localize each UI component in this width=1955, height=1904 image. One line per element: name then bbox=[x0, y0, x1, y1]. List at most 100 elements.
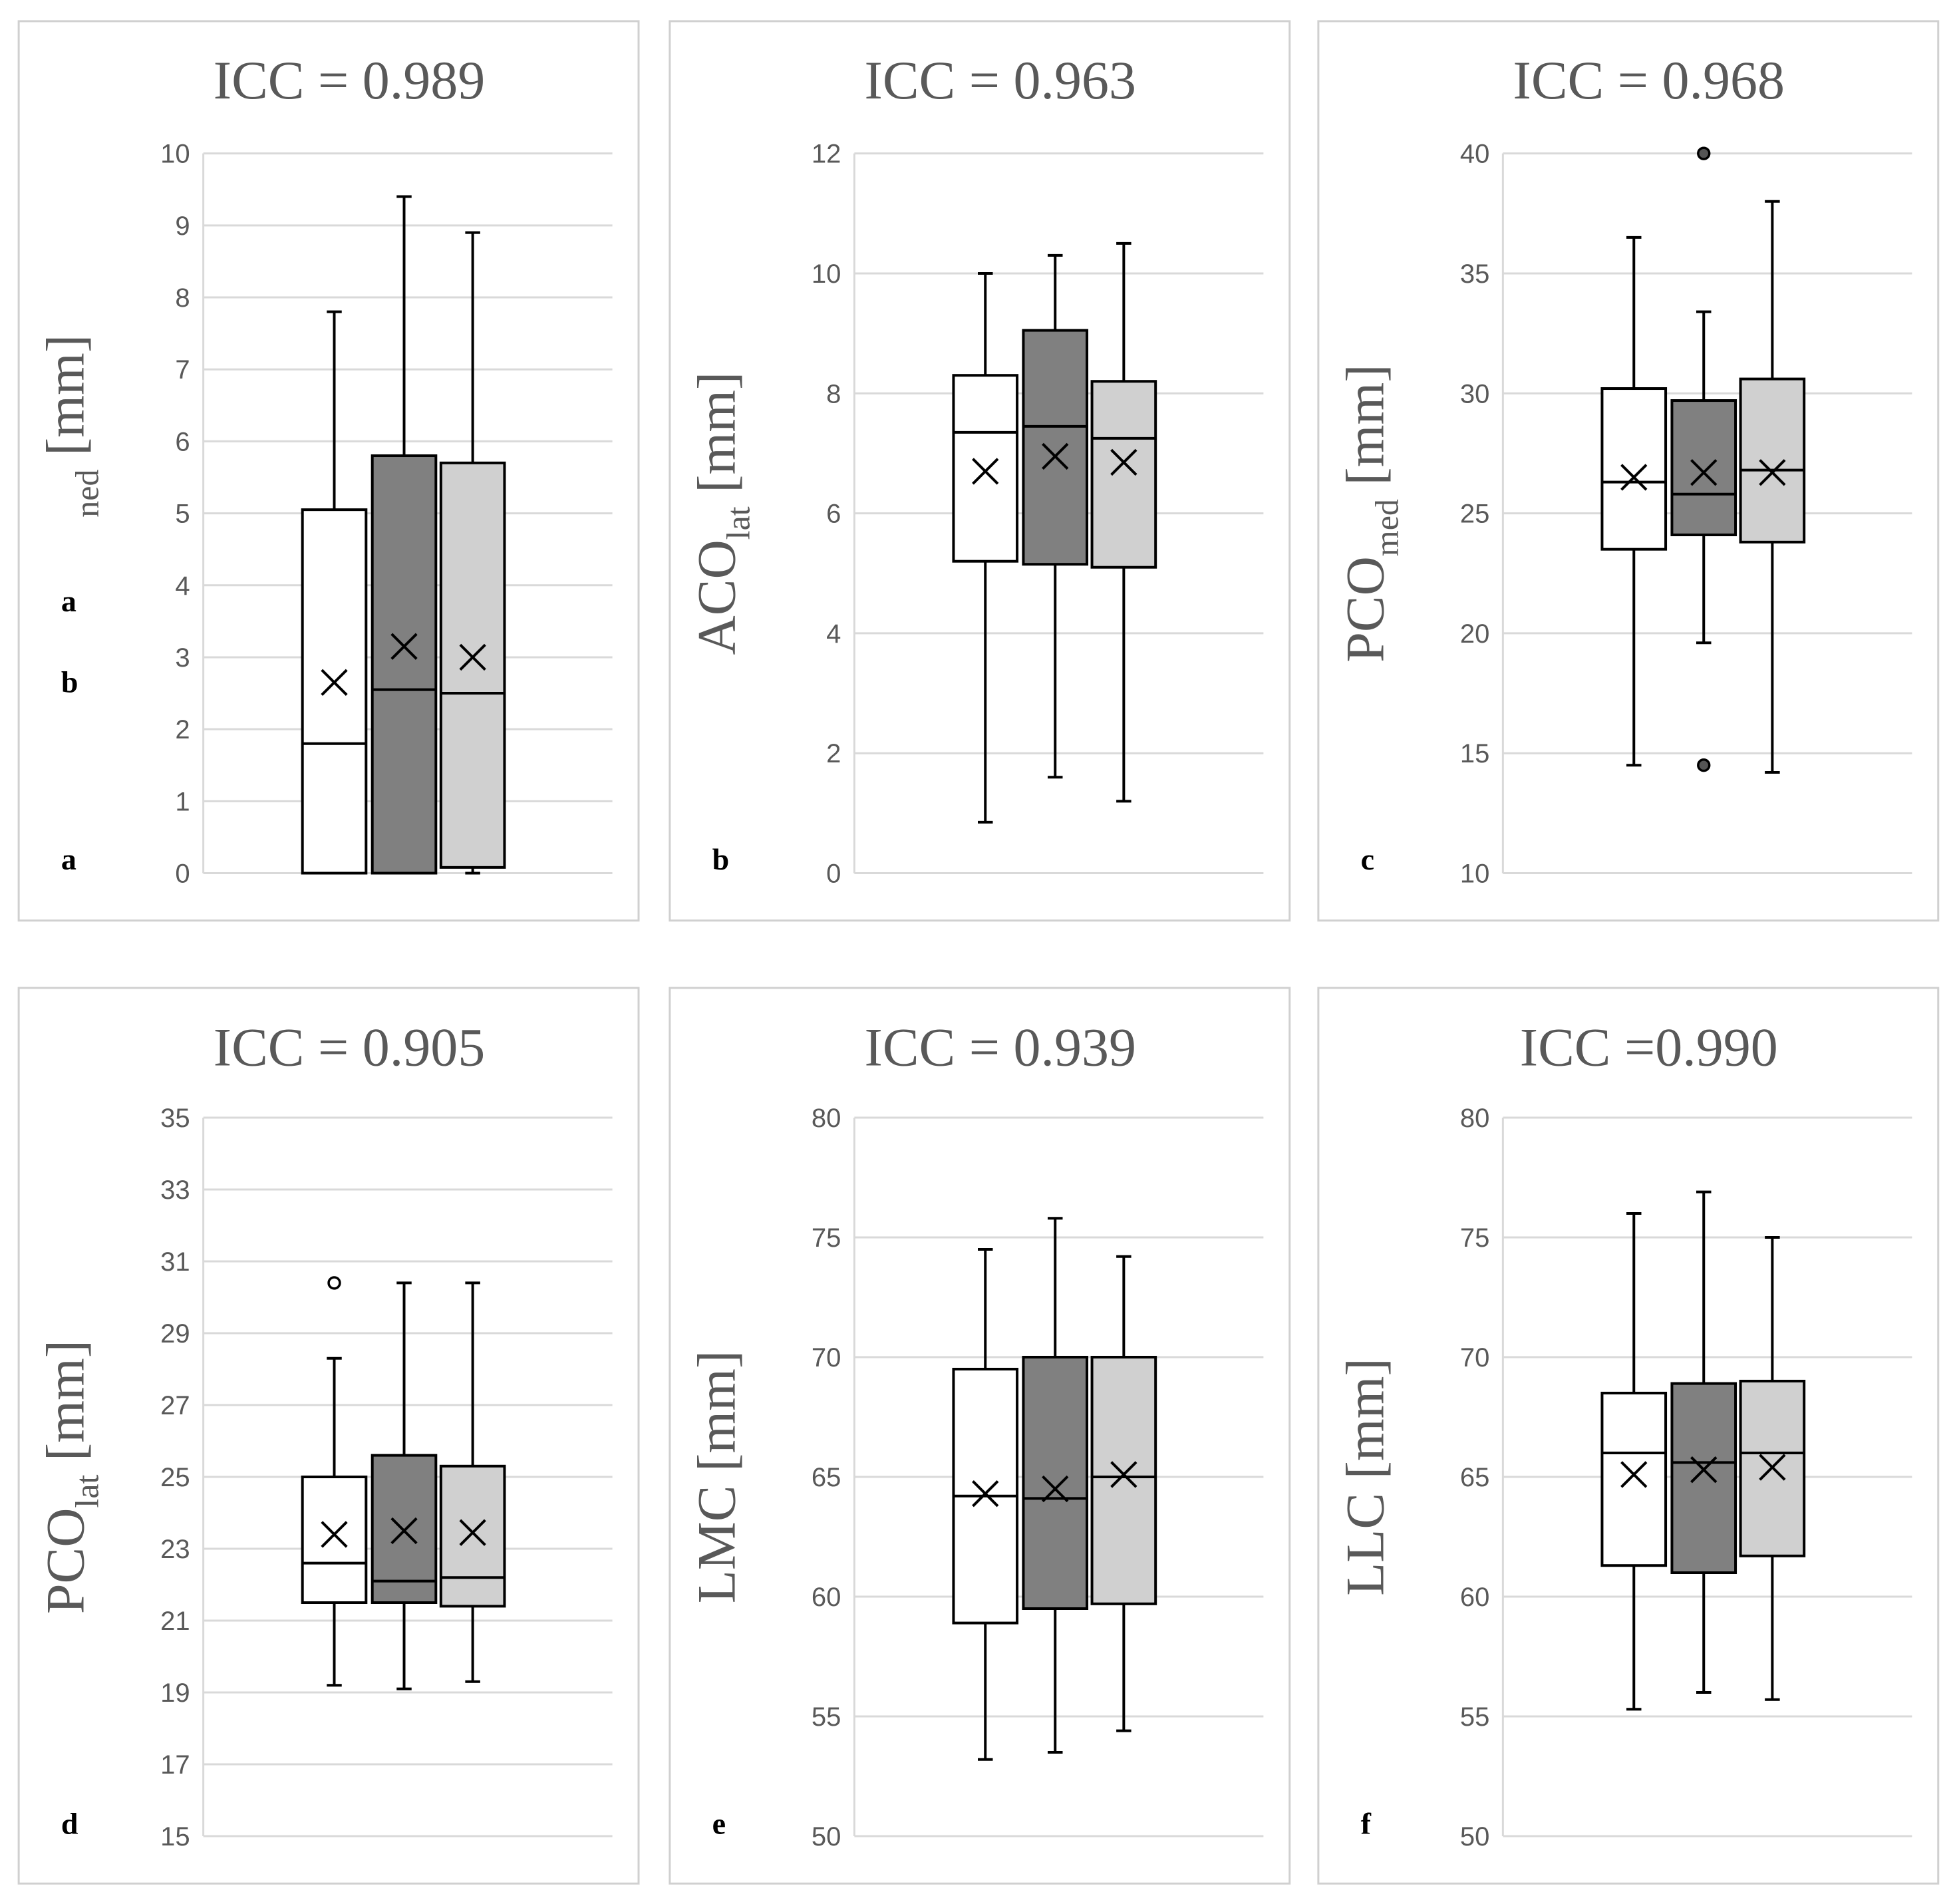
mean-marker bbox=[321, 669, 348, 696]
y-tick-label: 0 bbox=[175, 860, 190, 889]
chart-title: ICC = 0.905 bbox=[214, 1017, 485, 1077]
box-series-2 bbox=[1670, 146, 1737, 772]
y-axis-label-unit: [mm] bbox=[686, 372, 746, 507]
panel-letter: d bbox=[61, 1806, 78, 1840]
mean-marker bbox=[1110, 1461, 1137, 1488]
y-axis-label: ACOlat [mm] bbox=[686, 372, 756, 655]
box bbox=[1670, 399, 1737, 537]
box-series-1 bbox=[1600, 1212, 1668, 1711]
y-tick-label: 50 bbox=[1460, 1822, 1490, 1851]
y-tick-label: 4 bbox=[175, 571, 190, 601]
box-series-2 bbox=[1022, 1217, 1089, 1754]
y-axis-label: LMC [mm] bbox=[686, 1350, 746, 1603]
panel-c: 10 15 20 25 30 35 40 ICC = 0.968 PCOmed [mm] c bbox=[1317, 20, 1940, 922]
box-series-3 bbox=[1739, 1236, 1806, 1701]
box-series-1 bbox=[301, 310, 368, 875]
box-series-1 bbox=[952, 1248, 1019, 1761]
y-tick-label: 9 bbox=[175, 212, 190, 241]
y-tick-label: 33 bbox=[160, 1176, 190, 1205]
panel-letter: b bbox=[712, 842, 730, 876]
box bbox=[1090, 1356, 1157, 1605]
y-tick-label: 17 bbox=[160, 1750, 190, 1780]
box bbox=[371, 1454, 438, 1605]
box bbox=[1022, 1356, 1089, 1610]
box-series-3 bbox=[1090, 1255, 1157, 1732]
panel-f: 50 55 60 65 70 75 80 ICC =0.990 LLC [mm] f bbox=[1317, 987, 1940, 1885]
panel-frame bbox=[17, 987, 640, 1885]
y-tick-label: 25 bbox=[160, 1463, 190, 1492]
y-tick-label: 8 bbox=[175, 283, 190, 313]
y-axis-label-unit: [mm] bbox=[35, 335, 96, 470]
mean-marker bbox=[321, 1521, 348, 1548]
y-tick-label: 21 bbox=[160, 1607, 190, 1636]
y-tick-label: 60 bbox=[1460, 1583, 1490, 1612]
y-axis-label-main: LLC bbox=[1334, 1493, 1395, 1596]
y-tick-label: 30 bbox=[1460, 379, 1490, 408]
y-tick-label: 35 bbox=[1460, 259, 1490, 289]
box bbox=[439, 461, 506, 869]
y-tick-label: 60 bbox=[812, 1583, 841, 1612]
y-axis-label-unit: [mm] bbox=[35, 1340, 96, 1475]
box-series-3 bbox=[439, 1281, 506, 1683]
mean-marker bbox=[1759, 459, 1786, 486]
y-tick-label: 20 bbox=[1460, 619, 1490, 649]
chart-title: ICC = 0.939 bbox=[865, 1017, 1136, 1077]
box-series-1 bbox=[1600, 236, 1668, 767]
mean-marker bbox=[459, 1519, 486, 1546]
box bbox=[952, 374, 1019, 563]
y-tick-label: 55 bbox=[812, 1702, 841, 1732]
stray-letter: b bbox=[61, 665, 78, 699]
box bbox=[301, 1476, 368, 1604]
y-tick-label: 1 bbox=[175, 787, 190, 816]
y-axis-label-unit: [mm] bbox=[1334, 364, 1395, 499]
box bbox=[1600, 387, 1668, 551]
chart-title: ICC = 0.989 bbox=[214, 50, 485, 110]
y-axis-label-subscript: lat bbox=[69, 1474, 106, 1507]
panel-letter: c bbox=[1361, 842, 1374, 876]
box-series-1 bbox=[952, 271, 1019, 824]
chart-title: ICC = 0.968 bbox=[1513, 50, 1785, 110]
y-tick-label: 50 bbox=[812, 1822, 841, 1851]
y-tick-label: 7 bbox=[175, 355, 190, 385]
y-tick-label: 75 bbox=[1460, 1223, 1490, 1253]
y-axis-label: ned [mm] bbox=[35, 335, 106, 518]
box bbox=[1090, 380, 1157, 569]
panel-a: 0 1 2 3 4 5 6 7 8 9 10 ICC = 0.989 ned [mm] a a b bbox=[17, 20, 640, 922]
y-axis-label: PCOlat [mm] bbox=[35, 1340, 106, 1614]
box-series-1 bbox=[301, 1276, 368, 1687]
panel-e: 50 55 60 65 70 75 80 ICC = 0.939 LMC [mm] e bbox=[669, 987, 1291, 1885]
mean-marker bbox=[1620, 464, 1648, 491]
panel-b: 0 2 4 6 8 10 12 ICC = 0.963 ACOlat [mm] b bbox=[669, 20, 1291, 922]
y-tick-label: 65 bbox=[1460, 1463, 1490, 1492]
panel-letter: e bbox=[712, 1806, 726, 1840]
y-tick-label: 29 bbox=[160, 1319, 190, 1349]
y-tick-label: 70 bbox=[812, 1343, 841, 1372]
panel-d: 15 17 19 21 23 25 27 29 31 33 35 ICC = 0.905 PCOlat … bbox=[17, 987, 640, 1885]
y-tick-label: 8 bbox=[826, 379, 841, 408]
box bbox=[1600, 1392, 1668, 1567]
y-tick-label: 2 bbox=[175, 715, 190, 744]
y-axis-label: PCOmed [mm] bbox=[1334, 364, 1405, 662]
mean-marker bbox=[459, 643, 486, 671]
y-tick-label: 65 bbox=[812, 1463, 841, 1492]
mean-marker bbox=[1042, 442, 1069, 470]
y-axis-label-subscript: ned bbox=[69, 470, 106, 518]
y-tick-label: 6 bbox=[826, 500, 841, 529]
box bbox=[1022, 329, 1089, 566]
y-axis-label-unit: [mm] bbox=[686, 1350, 746, 1486]
y-tick-label: 15 bbox=[160, 1822, 190, 1851]
y-tick-label: 5 bbox=[175, 500, 190, 529]
mean-marker bbox=[390, 633, 418, 660]
y-tick-label: 2 bbox=[826, 739, 841, 768]
y-tick-label: 75 bbox=[812, 1223, 841, 1253]
outlier-point bbox=[1697, 146, 1711, 160]
y-axis-label-main: PCO bbox=[1334, 556, 1395, 663]
chart-title: ICC = 0.963 bbox=[865, 50, 1136, 110]
mean-marker bbox=[1759, 1454, 1786, 1481]
box-series-3 bbox=[1090, 241, 1157, 803]
y-axis-label: LLC [mm] bbox=[1334, 1358, 1395, 1596]
mean-marker bbox=[390, 1517, 418, 1545]
y-tick-label: 3 bbox=[175, 643, 190, 673]
y-tick-label: 31 bbox=[160, 1247, 190, 1277]
